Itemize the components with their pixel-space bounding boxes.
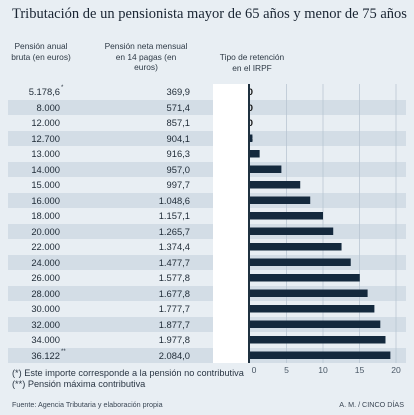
chart-title: Tributación de un pensionista mayor de 6… — [12, 6, 407, 22]
x-tick-label: 0 — [252, 365, 257, 375]
gross-pension-value: 16.000 — [31, 194, 60, 206]
gross-pension-value: 13.000 — [31, 148, 60, 159]
bar-4 — [250, 150, 260, 158]
bar-10 — [250, 243, 342, 251]
gross-pension-value: 18.000 — [31, 210, 60, 221]
bar-9 — [250, 227, 334, 235]
gross-pension-value: 5.178,6 * — [8, 84, 64, 100]
x-tick-label: 20 — [391, 365, 401, 375]
bar-13 — [250, 289, 368, 297]
net-pension-value: 1.577,8 — [158, 272, 190, 283]
gross-pension-value: 14.000 — [31, 163, 60, 175]
gross-pension-value: 12.000 — [31, 117, 60, 128]
gross-pension-value: 28.000 — [31, 287, 60, 299]
bar-17 — [250, 351, 391, 359]
bar-12 — [250, 274, 360, 282]
net-pension-value: 2.084,0 — [158, 349, 190, 361]
gross-pension-value: 24.000 — [31, 256, 60, 268]
bar-8 — [250, 212, 323, 220]
net-pension-value: 957,0 — [166, 163, 190, 175]
net-pension-value: 1.477,7 — [158, 256, 190, 268]
net-pension-value: 1.877,7 — [158, 318, 190, 330]
bar-11 — [250, 258, 351, 266]
net-pension-value: 1.777,7 — [158, 303, 190, 314]
footnote-max-contributory: (**) Pensión máxima contributiva — [12, 379, 146, 389]
gross-pension-value: 34.000 — [31, 334, 60, 345]
net-pension-value: 916,3 — [166, 148, 190, 159]
gross-pension-value: 12.700 — [31, 132, 60, 144]
gross-pension-value: 22.000 — [31, 241, 60, 252]
net-pension-value: 1.374,4 — [158, 241, 190, 252]
gross-pension-value: 30.000 — [31, 303, 60, 314]
x-tick-label: 15 — [355, 365, 365, 375]
gross-pension-value: 26.000 — [31, 272, 60, 283]
bar-16 — [250, 336, 386, 344]
axis-divider — [248, 84, 250, 363]
gross-pension-value: 32.000 — [31, 318, 60, 330]
gross-pension-value: 15.000 — [31, 179, 60, 190]
header-irpf-rate: Tipo de retención en el IRPF — [219, 52, 285, 73]
footnote-non-contributory: (*) Este importe corresponde a la pensió… — [12, 368, 244, 378]
net-pension-value: 571,4 — [166, 101, 190, 113]
credit-note: A. M. / CINCO DÍAS — [339, 400, 404, 409]
net-pension-value: 369,9 — [166, 86, 190, 97]
footnote-marker: ** — [61, 348, 66, 355]
net-pension-value: 997,7 — [166, 179, 190, 190]
bar-3 — [250, 134, 253, 142]
gross-pension-value: 20.000 — [31, 225, 60, 237]
x-tick-label: 10 — [318, 365, 328, 375]
header-net-pension: Pensión neta mensual en 14 pagas (en eur… — [104, 41, 188, 72]
header-gross-pension: Pensión anual bruta (en euros) — [11, 41, 71, 62]
net-pension-value: 904,1 — [166, 132, 190, 144]
footnote-marker: * — [61, 85, 64, 91]
source-note: Fuente: Agencia Tributaria y elaboración… — [12, 400, 163, 409]
rate-column-background — [213, 84, 248, 363]
net-pension-value: 1.977,8 — [158, 334, 190, 345]
net-pension-value: 1.048,6 — [158, 194, 190, 206]
bar-6 — [250, 181, 301, 189]
bar-14 — [250, 305, 375, 313]
net-pension-value: 1.677,8 — [158, 287, 190, 299]
net-pension-value: 857,1 — [166, 117, 190, 128]
net-pension-value: 1.157,1 — [158, 210, 190, 221]
x-tick-label: 5 — [284, 365, 289, 375]
bar-15 — [250, 320, 381, 328]
gross-pension-value: 8.000 — [36, 101, 60, 113]
net-pension-value: 1.265,7 — [158, 225, 190, 237]
gross-pension-value: 36.122 ** — [8, 348, 65, 364]
bar-5 — [250, 165, 282, 173]
bar-7 — [250, 196, 311, 204]
